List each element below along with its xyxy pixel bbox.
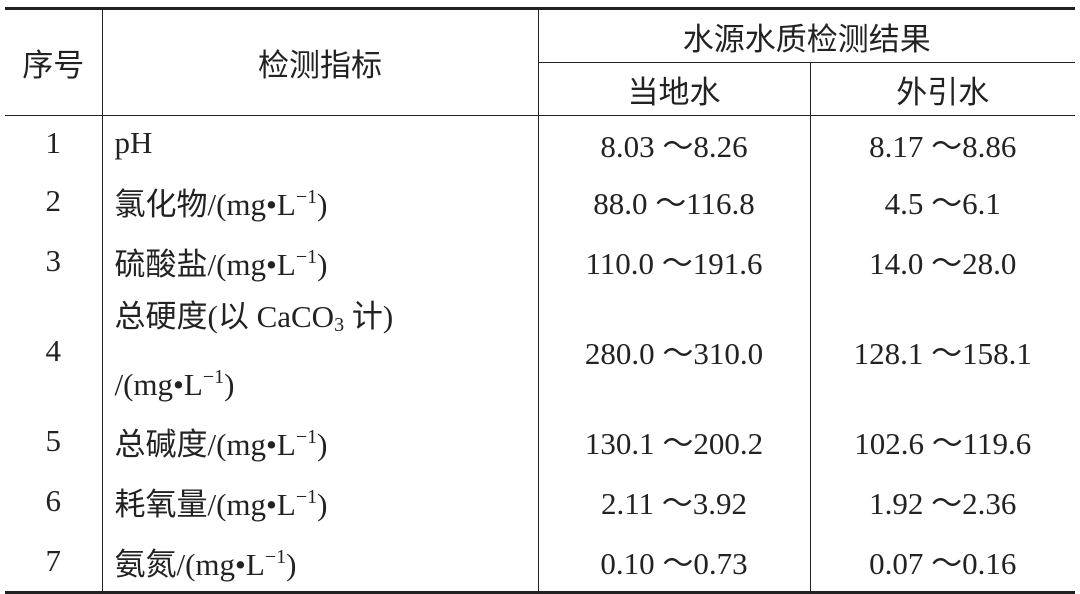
- indicator-sup: −1: [295, 245, 318, 268]
- indicator: 总碱度/(mg•L−1): [102, 410, 539, 471]
- indicator-sup: −1: [202, 365, 225, 388]
- indicator-text: 耗氧量/(mg•L: [114, 486, 296, 522]
- indicator-line: 总硬度(以 CaCO3 计): [115, 291, 528, 351]
- local-value: 2.11 ～3.92: [538, 470, 811, 531]
- row-index: 4: [5, 290, 103, 411]
- local-value: 280.0 ～310.0: [538, 290, 811, 411]
- indicator-line: 硫酸盐/(mg•L−1): [115, 231, 528, 291]
- indicator-line: pH: [115, 117, 528, 169]
- row-index: 3: [5, 230, 103, 291]
- external-value: 128.1 ～158.1: [853, 336, 1032, 371]
- indicator-line: 总碱度/(mg•L−1): [115, 411, 528, 471]
- indicator-line: 氨氮/(mg•L−1): [115, 531, 528, 591]
- indicator-text: 总碱度/(mg•L: [114, 426, 296, 462]
- indicator: 氨氮/(mg•L−1): [102, 530, 539, 594]
- indicator-line: /(mg•L−1): [115, 351, 528, 411]
- table-row: 7 氨氮/(mg•L−1) 0.10 ～0.73 0.07 ～0.16: [5, 530, 1075, 594]
- indicator-text: 总硬度(以 CaCO: [114, 298, 335, 334]
- external-value: 0.07 ～0.16: [810, 530, 1075, 594]
- indicator-sup: −1: [295, 425, 318, 448]
- indicator-text: 计): [344, 298, 394, 334]
- row-index: 6: [5, 470, 103, 531]
- indicator-text: 氯化物/(mg•L: [114, 186, 296, 222]
- table-row: 4 总硬度(以 CaCO3 计)/(mg•L−1) 280.0 ～310.0 128.…: [5, 290, 1075, 411]
- header-local: 当地水: [538, 62, 811, 116]
- indicator-line: 氯化物/(mg•L−1): [115, 171, 528, 231]
- indicator: 氯化物/(mg•L−1): [102, 170, 539, 231]
- indicator-text: 氨氮/(mg•L: [114, 546, 265, 582]
- indicator-sup: −1: [264, 545, 287, 568]
- indicator-sup: −1: [295, 485, 318, 508]
- indicator-text: ): [317, 186, 328, 222]
- indicator-text: 硫酸盐/(mg•L: [114, 246, 296, 282]
- indicator-text: pH: [114, 125, 153, 161]
- local-value: 8.03 ～8.26: [538, 115, 811, 171]
- indicator-text: ): [317, 246, 328, 282]
- external-value: 14.0 ～28.0: [869, 246, 1017, 281]
- water-quality-table: 序号 检测指标 水源水质检测结果 当地水 外引水 1 pH 8.03 ～8.26 8.…: [5, 7, 1075, 594]
- external-value: 102.6 ～119.6: [854, 426, 1032, 461]
- header-external: 外引水: [810, 62, 1075, 116]
- table-row: 2 氯化物/(mg•L−1) 88.0 ～116.8 4.5 ～6.1: [5, 170, 1075, 231]
- external-value: 8.17 ～8.86: [869, 128, 1017, 164]
- row-index: 5: [5, 410, 103, 471]
- row-index: 2: [5, 170, 103, 231]
- table-row: 5 总碱度/(mg•L−1) 130.1 ～200.2 102.6 ～119.6: [5, 410, 1075, 471]
- indicator-line: 耗氧量/(mg•L−1): [115, 471, 528, 531]
- local-value: 110.0 ～191.6: [538, 230, 811, 291]
- table-row: 6 耗氧量/(mg•L−1) 2.11 ～3.92 1.92 ～2.36: [5, 470, 1075, 531]
- local-value: 0.10 ～0.73: [538, 530, 811, 594]
- table-row: 3 硫酸盐/(mg•L−1) 110.0 ～191.6 14.0 ～28.0: [5, 230, 1075, 291]
- page: {"header": {"index": "序号", "indicator": …: [5, 7, 1075, 594]
- indicator-text: ): [224, 366, 235, 402]
- local-value: 88.0 ～116.8: [538, 170, 811, 231]
- row-index: 1: [5, 115, 103, 171]
- row-index: 7: [5, 530, 103, 594]
- indicator: 硫酸盐/(mg•L−1): [102, 230, 539, 291]
- indicator-sub: 3: [334, 313, 345, 336]
- table-row: 1 pH 8.03 ～8.26 8.17 ～8.86: [5, 115, 1075, 171]
- external-value: 1.92 ～2.36: [869, 486, 1017, 521]
- indicator-text: ): [317, 486, 328, 522]
- indicator-text: ): [317, 426, 328, 462]
- header-indicator: 检测指标: [102, 7, 539, 116]
- indicator-text: /(mg•L: [114, 366, 203, 402]
- indicator: 总硬度(以 CaCO3 计)/(mg•L−1): [102, 290, 539, 411]
- indicator-text: ): [286, 546, 297, 582]
- header-index: 序号: [5, 7, 103, 116]
- indicator: pH: [102, 115, 539, 171]
- local-value: 130.1 ～200.2: [538, 410, 811, 471]
- external-value: 4.5 ～6.1: [884, 186, 1001, 221]
- table-body: 1 pH 8.03 ～8.26 8.17 ～8.86 2 氯化物/(mg•L−1) 88.0…: [5, 115, 1075, 594]
- indicator: 耗氧量/(mg•L−1): [102, 470, 539, 531]
- indicator-sup: −1: [295, 185, 318, 208]
- header-result: 水源水质检测结果: [538, 7, 1075, 63]
